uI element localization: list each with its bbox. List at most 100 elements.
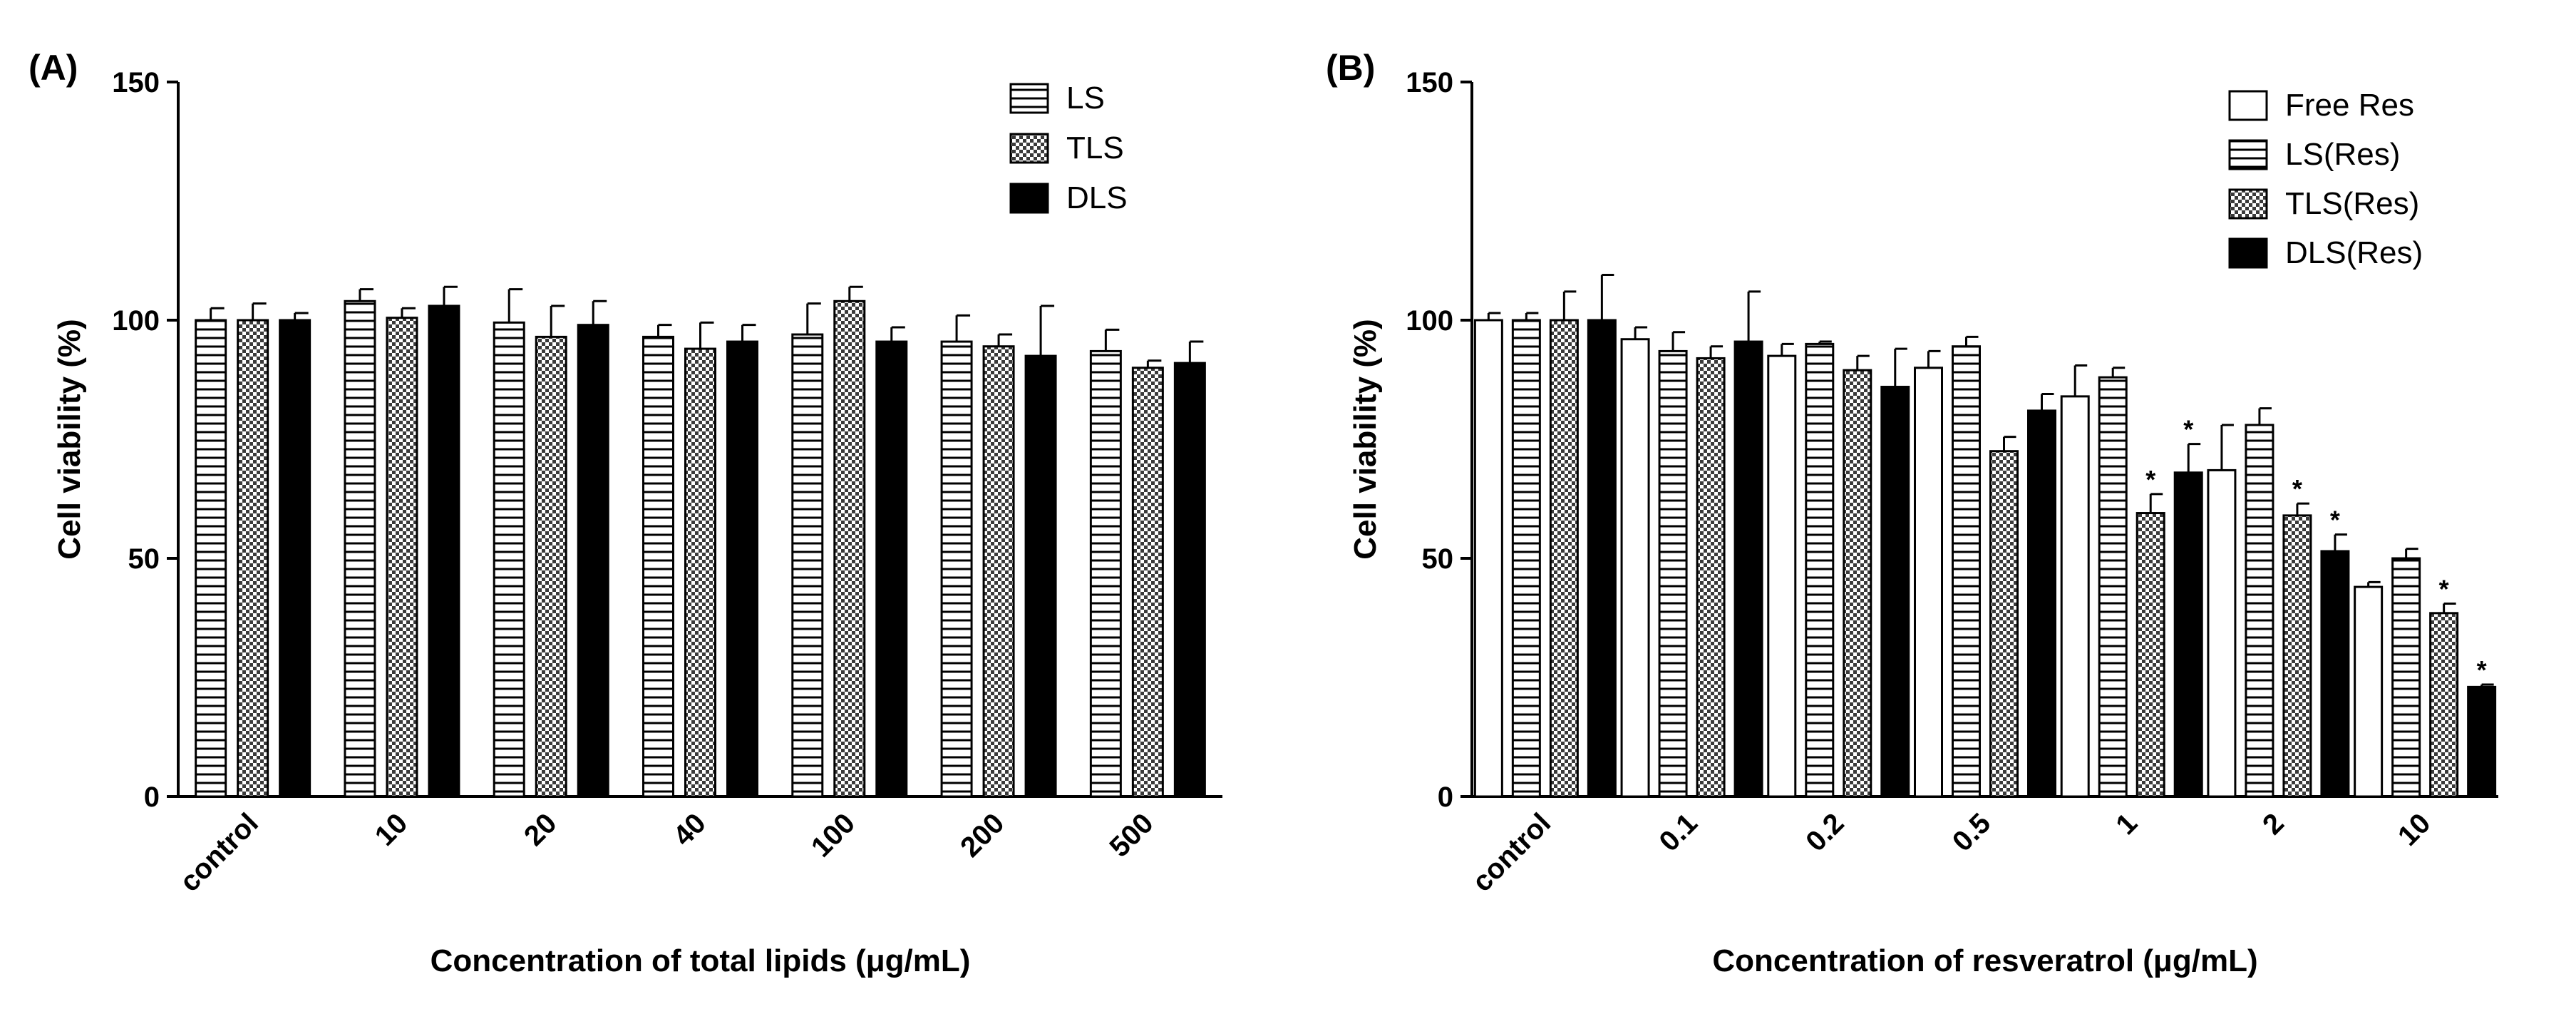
panel-b-bar-tls-res--0 (1549, 319, 1579, 798)
panel-a-bar-ls-2 (493, 321, 525, 798)
panel-a-bar-tls-1 (386, 317, 418, 798)
panel-b-bar-dls-res--2 (1880, 386, 1910, 798)
panel-a-bar-tls-4 (833, 299, 866, 798)
panel-b-bar-free-res-1 (1620, 338, 1650, 798)
panel-b-legend-label: DLS(Res) (2285, 235, 2423, 270)
panel-a-bar-ls-1 (344, 299, 376, 798)
panel-a-legend-swatch (1009, 183, 1049, 214)
panel-b-bar-tls-res--5 (2282, 514, 2312, 798)
panel-a-legend-swatch (1009, 83, 1049, 114)
panel-a-x-tick-label: 20 (518, 807, 563, 852)
panel-a-x-tick-label: 40 (667, 807, 712, 852)
panel-b-bar-ls-res--4 (2098, 376, 2128, 798)
panel-a-bar-tls-0 (237, 319, 269, 798)
panel-b-y-tick-label: 50 (1422, 543, 1454, 575)
panel-a-y-tick-label: 50 (128, 543, 160, 575)
panel-b-significance-star: * (2477, 655, 2487, 685)
panel-a-bar-dls-6 (1173, 362, 1206, 798)
panel-b-bar-ls-res--5 (2245, 424, 2274, 798)
panel-b-x-axis-title: Concentration of resveratrol (μg/mL) (1712, 943, 2257, 978)
panel-b-legend-label: LS(Res) (2285, 137, 2400, 172)
panel-b-y-axis-title: Cell viability (%) (1348, 319, 1383, 559)
panel-b-x-tick-label: 0.1 (1654, 807, 1704, 857)
panel-a-x-tick-label: 10 (369, 807, 414, 852)
panel-a-bar-dls-5 (1024, 354, 1057, 798)
panel-b-bar-free-res-5 (2207, 468, 2237, 798)
panel-b-legend-swatch (2228, 188, 2268, 220)
panel-b-x-tick-label: 2 (2257, 807, 2290, 841)
panel-a-y-tick-label: 150 (112, 67, 160, 98)
panel-a-bar-dls-0 (279, 319, 311, 798)
panel-a-bar-ls-6 (1089, 349, 1122, 798)
panel-b-x-tick-label: 0.5 (1947, 807, 1997, 857)
panel-a-x-axis-title: Concentration of total lipids (μg/mL) (431, 943, 971, 978)
panel-b-bar-free-res-3 (1914, 367, 1943, 798)
panel-b-bar-dls-res--4 (2173, 471, 2203, 798)
panel-a-bar-tls-3 (684, 347, 716, 798)
panel-a-legend-label: TLS (1066, 130, 1124, 165)
panel-a-bar-dls-4 (875, 340, 908, 798)
panel-a-legend-label: LS (1066, 81, 1105, 116)
panel-b-significance-star: * (2439, 574, 2449, 603)
panel-b-bar-ls-res--1 (1658, 349, 1688, 798)
panel-a-bar-dls-2 (577, 324, 609, 798)
panel-a-y-tick-label: 100 (112, 305, 160, 337)
panel-a-bar-ls-4 (791, 333, 824, 798)
panel-b-x-tick-label: 10 (2392, 807, 2437, 852)
panel-a-bar-tls-2 (535, 335, 567, 798)
panel-a-bar-ls-5 (940, 340, 973, 798)
panel-b-bar-free-res-4 (2060, 395, 2090, 798)
panel-a-legend-label: DLS (1066, 180, 1128, 215)
panel-b-significance-star: * (2330, 506, 2340, 535)
panel-a-x-tick-label: control (174, 807, 264, 898)
panel-b: (B) 0 50 100 150 Cell viability (%) control 0.1… (1326, 48, 2498, 978)
panel-a-legend-swatch (1009, 133, 1049, 164)
panel-a-x-tick-label: 200 (954, 807, 1010, 863)
panel-a-bar-ls-0 (195, 319, 227, 798)
panel-b-bar-ls-res--0 (1511, 319, 1541, 798)
panel-a-y-axis-title: Cell viability (%) (52, 319, 87, 559)
panel-b-bar-free-res-0 (1473, 319, 1503, 798)
panel-b-legend-swatch (2228, 90, 2268, 121)
panel-b-x-tick-label: control (1466, 807, 1557, 898)
panel-a-x-tick-label: 500 (1103, 807, 1159, 863)
panel-b-legend-swatch (2228, 139, 2268, 170)
panel-b-y-tick-label: 0 (1438, 782, 1453, 813)
panel-a-bar-dls-1 (428, 304, 460, 798)
panel-b-bar-tls-res--2 (1843, 369, 1872, 798)
panel-b-bar-tls-res--6 (2429, 612, 2459, 798)
panel-a-x-tick-label: 100 (805, 807, 861, 863)
panel-a-bar-dls-3 (726, 340, 758, 798)
panel-a-bar-ls-3 (642, 335, 674, 798)
panel-b-legend-label: Free Res (2285, 88, 2414, 123)
panel-a-label: (A) (29, 48, 78, 88)
panel-b-label: (B) (1326, 48, 1375, 88)
panel-a-bar-tls-6 (1131, 367, 1164, 798)
panel-b-significance-star: * (2145, 465, 2155, 494)
panel-b-bar-dls-res--3 (2027, 409, 2056, 798)
panel-b-bar-tls-res--1 (1696, 357, 1726, 798)
panel-b-bar-free-res-2 (1767, 354, 1797, 798)
panel-b-legend-swatch (2228, 237, 2268, 269)
panel-b-bar-ls-res--2 (1805, 342, 1835, 798)
panel-b-significance-star: * (2292, 474, 2302, 503)
panel-b-bar-dls-res--5 (2320, 550, 2350, 798)
panel-b-bar-dls-res--6 (2467, 685, 2497, 798)
panel-b-bar-free-res-6 (2354, 585, 2384, 798)
panel-b-bar-tls-res--3 (1989, 450, 2019, 798)
panel-b-legend-label: TLS(Res) (2285, 186, 2419, 221)
panel-b-bar-ls-res--3 (1952, 345, 1981, 798)
panel-b-x-tick-label: 0.2 (1800, 807, 1850, 857)
panel-b-x-tick-label: 1 (2110, 807, 2143, 841)
panel-a-bar-tls-5 (982, 345, 1015, 798)
panel-b-bar-tls-res--4 (2135, 512, 2165, 798)
panel-a: (A) 0 50 100 150 Cell viability (%) control 10 2… (29, 48, 1222, 978)
panel-b-bar-dls-res--1 (1733, 340, 1763, 798)
panel-b-bar-ls-res--6 (2391, 557, 2421, 798)
panel-b-bar-dls-res--0 (1587, 319, 1617, 798)
panel-b-y-tick-label: 150 (1406, 67, 1453, 98)
panel-b-significance-star: * (2183, 415, 2193, 444)
panel-b-y-tick-label: 100 (1406, 305, 1453, 337)
panel-a-y-tick-label: 0 (144, 782, 160, 813)
